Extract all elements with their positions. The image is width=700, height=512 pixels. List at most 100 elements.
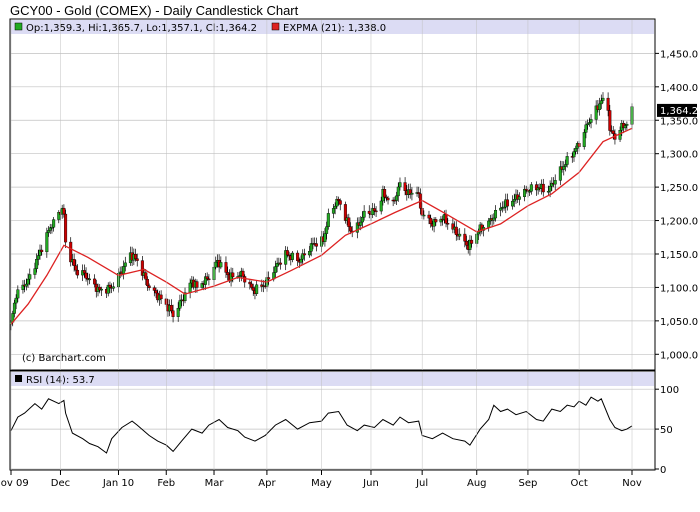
candle <box>40 244 44 256</box>
candle <box>241 268 245 279</box>
candle <box>468 235 472 256</box>
candle <box>251 283 255 296</box>
candle <box>302 248 306 261</box>
price-tick-label: 1,300.0 <box>660 150 698 161</box>
candle <box>183 287 187 304</box>
page-title: GCY00 - Gold (COMEX) - Daily Candlestick… <box>10 3 299 18</box>
candle <box>395 191 399 206</box>
candle <box>47 226 51 237</box>
candle <box>171 304 175 323</box>
candle <box>563 159 567 172</box>
candle <box>219 256 223 270</box>
candle <box>383 186 387 204</box>
candle <box>422 210 426 220</box>
price-tick-label: 1,200.0 <box>660 217 698 228</box>
candle <box>62 204 66 218</box>
candle <box>427 210 431 225</box>
candle <box>205 272 209 282</box>
price-tick-label: 1,000.0 <box>660 350 698 361</box>
candle <box>338 198 342 211</box>
candle <box>558 160 562 186</box>
price-tick-label: 1,350.0 <box>660 116 698 127</box>
candle <box>134 248 138 262</box>
candle <box>541 178 545 197</box>
candle <box>74 259 78 275</box>
price-tick-label: 1,250.0 <box>660 183 698 194</box>
candle <box>238 271 242 282</box>
candle <box>606 92 610 117</box>
candle <box>12 299 16 318</box>
rsi-axis-labels: 0 50 100 <box>660 385 679 476</box>
price-axis-labels: 1,000.0 1,050.0 1,100.0 1,150.0 1,200.0 1,250… <box>660 49 698 361</box>
candle <box>371 202 375 219</box>
candle <box>248 279 252 290</box>
candle <box>347 213 351 233</box>
candle <box>224 256 228 278</box>
candle <box>403 177 407 196</box>
candle <box>147 283 151 291</box>
candle <box>145 276 149 291</box>
candle <box>135 253 139 267</box>
candle <box>335 196 339 210</box>
x-tick-label: Apr <box>258 478 276 489</box>
candle <box>434 217 438 226</box>
x-tick-label: Feb <box>157 478 175 489</box>
candle <box>586 119 590 130</box>
last-price-tag: 1,364.2 <box>657 103 698 117</box>
candle <box>279 258 283 270</box>
candle <box>325 221 329 240</box>
price-panel-frame <box>9 18 656 371</box>
candle <box>99 286 103 297</box>
candle <box>599 94 603 109</box>
price-legend-bar <box>11 20 654 34</box>
candle <box>550 177 554 191</box>
candle <box>572 148 576 162</box>
candle <box>267 271 271 285</box>
candle <box>226 266 230 281</box>
candle <box>214 256 218 270</box>
candle <box>446 218 450 230</box>
candle <box>308 245 312 258</box>
candle <box>374 206 378 218</box>
rsi-panel-frame <box>9 370 656 471</box>
candle <box>309 237 313 257</box>
candle <box>48 223 52 235</box>
x-tick-label: Jul <box>415 478 428 489</box>
candle <box>529 182 533 195</box>
candle <box>523 185 527 202</box>
candle <box>52 217 56 232</box>
candle <box>470 235 474 248</box>
x-tick-label: Dec <box>51 478 70 489</box>
candle <box>372 203 376 216</box>
candle <box>623 123 627 131</box>
candle <box>98 284 102 294</box>
candle <box>154 287 158 299</box>
candle <box>432 217 436 233</box>
candle <box>152 285 156 297</box>
candle <box>21 280 25 294</box>
price-tick-label: 1,150.0 <box>660 250 698 261</box>
x-tick-label: Aug <box>467 478 487 489</box>
candle <box>367 205 371 219</box>
candle <box>64 209 68 249</box>
candle <box>326 208 330 230</box>
candle <box>360 211 364 228</box>
candle <box>584 120 588 139</box>
candle <box>176 302 180 322</box>
candle <box>82 264 86 278</box>
candle <box>287 251 291 262</box>
candle <box>169 299 173 314</box>
candle <box>386 195 390 205</box>
candle <box>331 204 335 219</box>
candle <box>396 182 400 202</box>
candle <box>26 273 30 288</box>
rsi-tick-label: 100 <box>660 385 679 396</box>
candle <box>465 235 469 250</box>
candle <box>285 246 289 258</box>
candle <box>207 274 211 286</box>
candle <box>36 249 40 266</box>
candle <box>355 217 359 239</box>
candle <box>517 192 521 206</box>
price-gridlines <box>11 52 659 355</box>
